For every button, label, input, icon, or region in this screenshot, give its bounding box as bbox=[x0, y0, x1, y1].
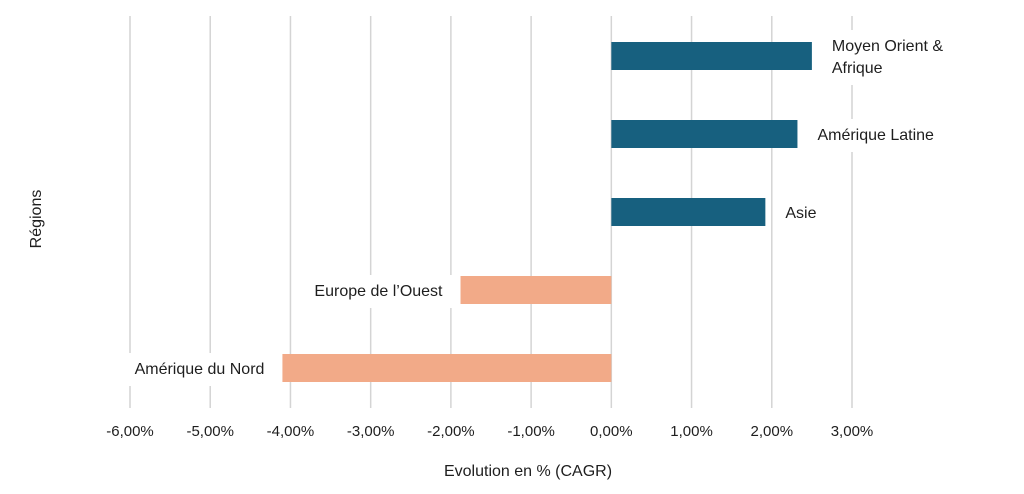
category-label-text: Moyen Orient & bbox=[832, 38, 943, 55]
label-background bbox=[775, 197, 827, 230]
x-axis-title: Evolution en % (CAGR) bbox=[444, 463, 612, 480]
x-tick-label: -5,00% bbox=[186, 423, 234, 440]
category-label-text: Amérique du Nord bbox=[135, 361, 265, 378]
x-tick-label: 1,00% bbox=[670, 423, 713, 440]
x-tick-label: -2,00% bbox=[427, 423, 475, 440]
x-tick-label: -1,00% bbox=[507, 423, 555, 440]
category-label: Asie bbox=[775, 197, 827, 230]
x-tick-label: -3,00% bbox=[347, 423, 395, 440]
category-label-text: Amérique Latine bbox=[817, 127, 934, 144]
bar bbox=[611, 42, 812, 70]
bar bbox=[460, 276, 612, 304]
gridlines bbox=[129, 16, 853, 408]
bar bbox=[611, 198, 766, 226]
category-label: Amérique Latine bbox=[807, 119, 945, 152]
category-label: Moyen Orient & Afrique bbox=[821, 30, 954, 85]
label-background bbox=[304, 275, 454, 308]
label-background bbox=[807, 119, 945, 152]
category-label: Amérique du Nord bbox=[124, 353, 275, 386]
bar bbox=[611, 120, 798, 148]
x-axis-ticks: -6,00% -5,00% -4,00% -3,00% -2,00% -1,00% 0,00… bbox=[106, 423, 873, 440]
x-tick-label: 0,00% bbox=[590, 423, 633, 440]
label-background bbox=[821, 30, 954, 85]
y-axis-title: Régions bbox=[28, 190, 45, 249]
category-label-text: Asie bbox=[785, 205, 816, 222]
category-label-text: Europe de l’Ouest bbox=[314, 283, 443, 300]
x-tick-label: 2,00% bbox=[751, 423, 794, 440]
x-tick-label: 3,00% bbox=[831, 423, 874, 440]
category-label: Europe de l’Ouest bbox=[304, 275, 454, 308]
category-labels: Moyen Orient & Afrique Amérique Latine Asie… bbox=[124, 30, 954, 386]
category-label-text: Afrique bbox=[832, 60, 883, 77]
label-background bbox=[124, 353, 275, 386]
x-tick-label: -6,00% bbox=[106, 423, 154, 440]
x-tick-label: -4,00% bbox=[267, 423, 315, 440]
bars bbox=[282, 42, 812, 382]
bar bbox=[282, 354, 612, 382]
